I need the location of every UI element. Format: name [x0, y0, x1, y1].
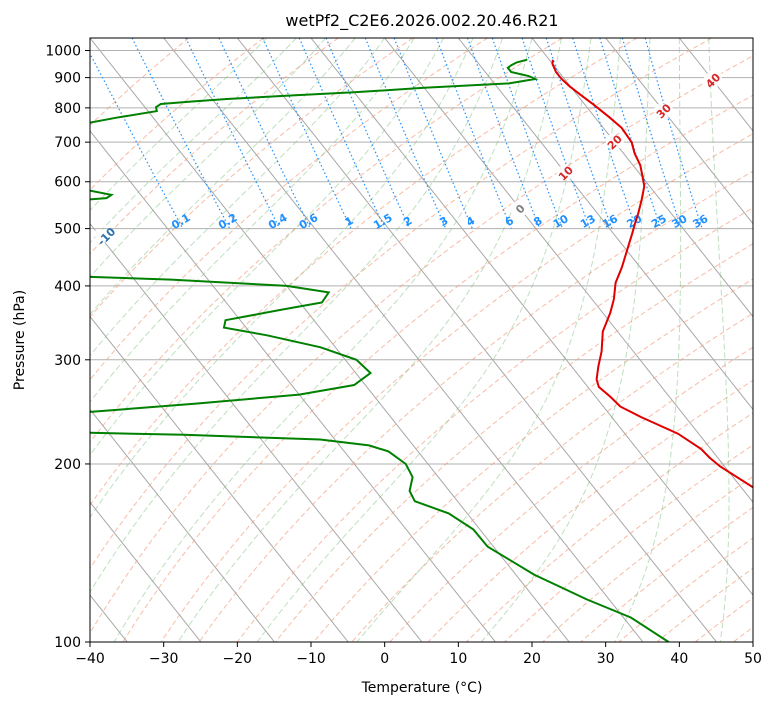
- plot-area: [90, 38, 753, 642]
- mixing-ratio-line: [521, 38, 591, 229]
- isotherm-line: [90, 130, 496, 642]
- dry-adiabat-line: [90, 38, 264, 191]
- y-tick-label: 500: [54, 222, 81, 238]
- moist-adiabat-line: [90, 38, 356, 316]
- isotherm-line: [90, 408, 275, 642]
- dry-adiabat-line: [198, 170, 753, 642]
- isotherm-line: [605, 38, 753, 225]
- x-tick-label: 0: [380, 651, 389, 667]
- dry-adiabat-line: [90, 38, 563, 444]
- isotherm-line: [310, 38, 753, 596]
- isotherm-line: [90, 38, 570, 642]
- moist-adiabat-line: [614, 38, 682, 642]
- moist-adiabat-line: [90, 38, 327, 278]
- x-tick-label: 50: [744, 651, 762, 667]
- moist-adiabat-line: [113, 38, 533, 642]
- isotherm-label-bg: [556, 166, 575, 180]
- dewpoint-profile-line: [90, 58, 670, 642]
- y-tick-label: 100: [54, 635, 81, 651]
- moist-adiabat-line: [90, 38, 503, 594]
- isotherm-line: [90, 501, 202, 642]
- mixing-ratio-line: [298, 38, 386, 229]
- mixing-ratio-line: [621, 38, 682, 229]
- isotherm-line: [163, 38, 644, 642]
- moist-adiabat-line: [256, 38, 592, 642]
- moist-adiabat-line: [90, 38, 474, 519]
- mixing-ratio-line: [599, 38, 662, 229]
- temperature-profile-line: [551, 59, 753, 489]
- dry-adiabats: [90, 38, 753, 642]
- moist-adiabat-line: [90, 38, 445, 456]
- dry-adiabat-line: [90, 55, 753, 635]
- y-tick-label: 900: [54, 71, 81, 87]
- isotherm-line: [384, 38, 753, 504]
- x-tick-label: 40: [670, 651, 688, 667]
- mixing-ratio-line: [545, 38, 613, 229]
- dry-adiabat-line: [90, 38, 339, 255]
- skewed-isotherms: [90, 38, 753, 642]
- dry-adiabat-line: [90, 38, 190, 126]
- x-axis-label: Temperature (°C): [361, 680, 483, 696]
- isotherm-line: [90, 315, 349, 642]
- y-tick-label: 1000: [45, 44, 81, 60]
- moist-adiabat-line: [356, 38, 621, 642]
- mixing-ratio-line: [364, 38, 447, 229]
- y-axis-label: Pressure (hPa): [12, 290, 28, 390]
- dry-adiabat-label-bg: [95, 229, 118, 243]
- isotherm-label-bg: [704, 73, 723, 87]
- x-tick-label: −10: [296, 651, 326, 667]
- dry-adiabat-line: [90, 38, 638, 507]
- sounding-profiles: [90, 58, 753, 642]
- isotherm-label-bg: [605, 135, 624, 149]
- isotherm-label-bg: [654, 104, 673, 118]
- x-tick-label: 20: [523, 651, 541, 667]
- mixing-ratio-line: [131, 38, 231, 229]
- isotherm-line: [90, 222, 423, 642]
- plot-frame: [89, 37, 754, 643]
- y-tick-label: 300: [54, 353, 81, 369]
- dry-adiabat-line: [90, 38, 488, 381]
- dry-adiabat-line: [389, 346, 753, 642]
- isotherm-label-bg: [511, 201, 530, 215]
- y-tick-label: 700: [54, 135, 81, 151]
- x-tick-label: −30: [149, 651, 179, 667]
- moist-adiabat-line: [90, 38, 297, 244]
- dry-adiabat-line: [275, 243, 753, 642]
- x-axis-ticks: −40 −30 −20 −10 0 10 20 30 40 50: [75, 642, 762, 667]
- mixing-ratio-line: [185, 38, 281, 229]
- mixing-ratio-line: [572, 38, 637, 229]
- dry-adiabat-line: [90, 38, 712, 570]
- x-tick-label: 30: [597, 651, 615, 667]
- dry-adiabat-line: [160, 133, 753, 642]
- x-tick-label: −40: [75, 651, 105, 667]
- mixing-ratio-line: [393, 38, 473, 229]
- y-tick-label: 800: [54, 101, 81, 117]
- dry-adiabat-line: [427, 379, 753, 642]
- x-tick-label: 10: [449, 651, 467, 667]
- y-axis-ticks: 100 200 300 400 500 600 700 800 900 1000: [45, 44, 90, 651]
- y-tick-label: 600: [54, 175, 81, 191]
- moist-adiabat-line: [90, 38, 386, 357]
- mixing-ratio-line: [325, 38, 411, 229]
- mixing-ratio-line: [466, 38, 541, 229]
- y-tick-label: 200: [54, 457, 81, 473]
- moist-adiabat-line: [708, 38, 730, 642]
- x-tick-label: −20: [223, 651, 253, 667]
- dry-adiabat-line: [90, 38, 414, 318]
- y-tick-label: 400: [54, 279, 81, 295]
- mixing-ratio-line: [491, 38, 564, 229]
- moist-adiabat-line: [90, 38, 415, 403]
- chart-title: wetPf2_C2E6.2026.002.20.46.R21: [285, 11, 558, 31]
- mixing-ratio-line: [435, 38, 512, 229]
- moist-adiabat-line: [177, 38, 562, 642]
- isotherm-line: [236, 38, 717, 642]
- dry-adiabat-line: [313, 278, 753, 642]
